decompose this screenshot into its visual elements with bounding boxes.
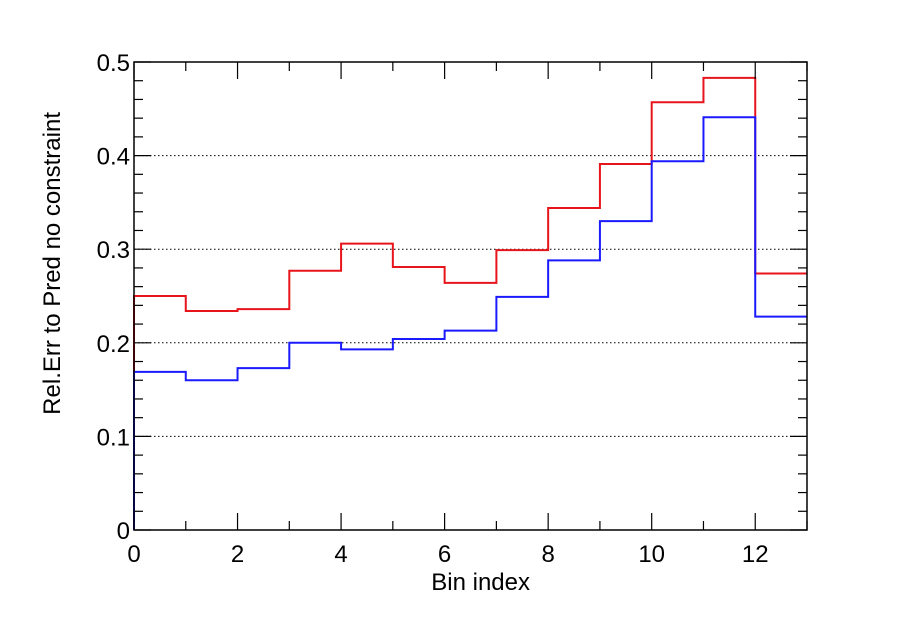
y-tick-label: 0 bbox=[117, 518, 130, 545]
x-tick-label: 2 bbox=[231, 541, 244, 568]
series-line-1 bbox=[133, 76, 807, 530]
x-tick-label: 6 bbox=[438, 541, 451, 568]
series-line-2 bbox=[133, 116, 807, 530]
y-tick-label: 0.5 bbox=[97, 50, 130, 77]
plot-frame bbox=[133, 61, 808, 531]
y-axis-label: Rel.Err to Pred no constraint bbox=[39, 112, 66, 415]
x-tick-label: 12 bbox=[742, 541, 769, 568]
x-axis-label: Bin index bbox=[431, 569, 530, 596]
grid-lines bbox=[134, 155, 807, 437]
x-tick-label: 0 bbox=[127, 541, 140, 568]
y-tick-label: 0.3 bbox=[97, 237, 130, 264]
x-tick-labels: 0 2 4 6 8 10 12 bbox=[127, 541, 768, 568]
x-tick-label: 8 bbox=[541, 541, 554, 568]
y-tick-label: 0.1 bbox=[97, 424, 130, 451]
y-tick-label: 0.4 bbox=[97, 144, 130, 171]
y-tick-label: 0.2 bbox=[97, 331, 130, 358]
x-tick-label: 10 bbox=[638, 541, 665, 568]
y-tick-labels: 0 0.1 0.2 0.3 0.4 0.5 bbox=[97, 50, 130, 545]
x-tick-label: 4 bbox=[334, 541, 347, 568]
axis-ticks bbox=[133, 61, 808, 531]
series-group bbox=[133, 76, 807, 530]
